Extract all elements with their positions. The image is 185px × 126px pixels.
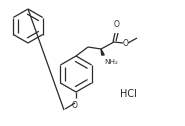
Text: O: O xyxy=(72,101,78,110)
Polygon shape xyxy=(101,49,104,55)
Text: O: O xyxy=(114,20,120,29)
Text: HCl: HCl xyxy=(120,89,137,99)
Text: NH₂: NH₂ xyxy=(104,59,118,65)
Text: O: O xyxy=(123,39,129,49)
